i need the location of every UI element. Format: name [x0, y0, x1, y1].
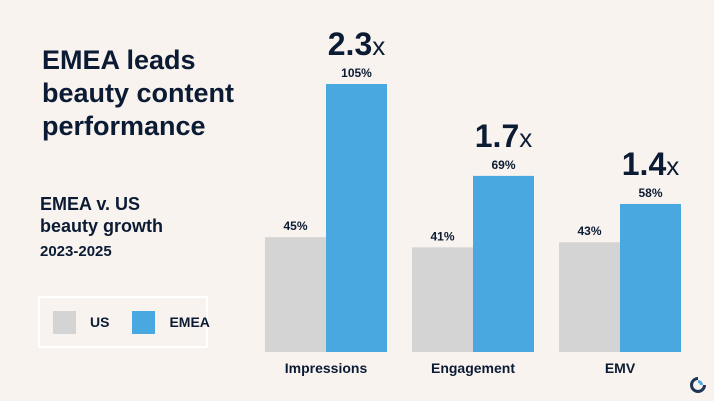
- category-label-impressions: Impressions: [285, 360, 368, 376]
- bar-us-impressions: [265, 237, 326, 352]
- bar-us-engagement: [412, 247, 473, 352]
- multiplier-emv: 1.4x: [622, 146, 679, 182]
- headline-line-3: performance: [42, 111, 206, 141]
- legend-item-emea: EMEA: [132, 310, 210, 334]
- legend-label-emea: EMEA: [169, 314, 210, 330]
- multiplier-engagement: 1.7x: [475, 118, 532, 154]
- bar-emea-emv: [620, 203, 681, 352]
- data-label-us-engagement: 41%: [430, 229, 454, 243]
- legend: US EMEA: [38, 296, 210, 348]
- legend-item-us: US: [53, 310, 110, 334]
- bar-us-emv: [559, 242, 620, 352]
- category-label-engagement: Engagement: [431, 360, 515, 376]
- legend-swatch-us: [53, 310, 76, 334]
- bar-emea-engagement: [473, 175, 534, 352]
- data-label-emea-impressions: 105%: [341, 66, 372, 80]
- headline-line-1: EMEA leads: [42, 45, 196, 75]
- legend-swatch-emea: [132, 310, 156, 334]
- multiplier-impressions: 2.3x: [328, 26, 385, 62]
- bar-emea-impressions: [326, 84, 387, 352]
- brand-logo-icon: [690, 377, 706, 393]
- category-label-emv: EMV: [605, 360, 636, 376]
- legend-label-us: US: [90, 314, 110, 330]
- subtitle-years: 2023-2025: [40, 243, 112, 260]
- chart-subtitle: EMEA v. US beauty growth 2023-2025: [40, 193, 260, 263]
- headline-line-2: beauty content: [42, 78, 235, 108]
- subtitle-line-2: beauty growth: [40, 216, 164, 236]
- subtitle-line-1: EMEA v. US: [40, 194, 141, 214]
- data-label-us-emv: 43%: [577, 224, 601, 238]
- data-label-us-impressions: 45%: [283, 219, 307, 233]
- data-label-emea-engagement: 69%: [491, 158, 515, 172]
- data-label-emea-emv: 58%: [638, 186, 662, 200]
- headline: EMEA leads beauty content performance: [42, 44, 262, 143]
